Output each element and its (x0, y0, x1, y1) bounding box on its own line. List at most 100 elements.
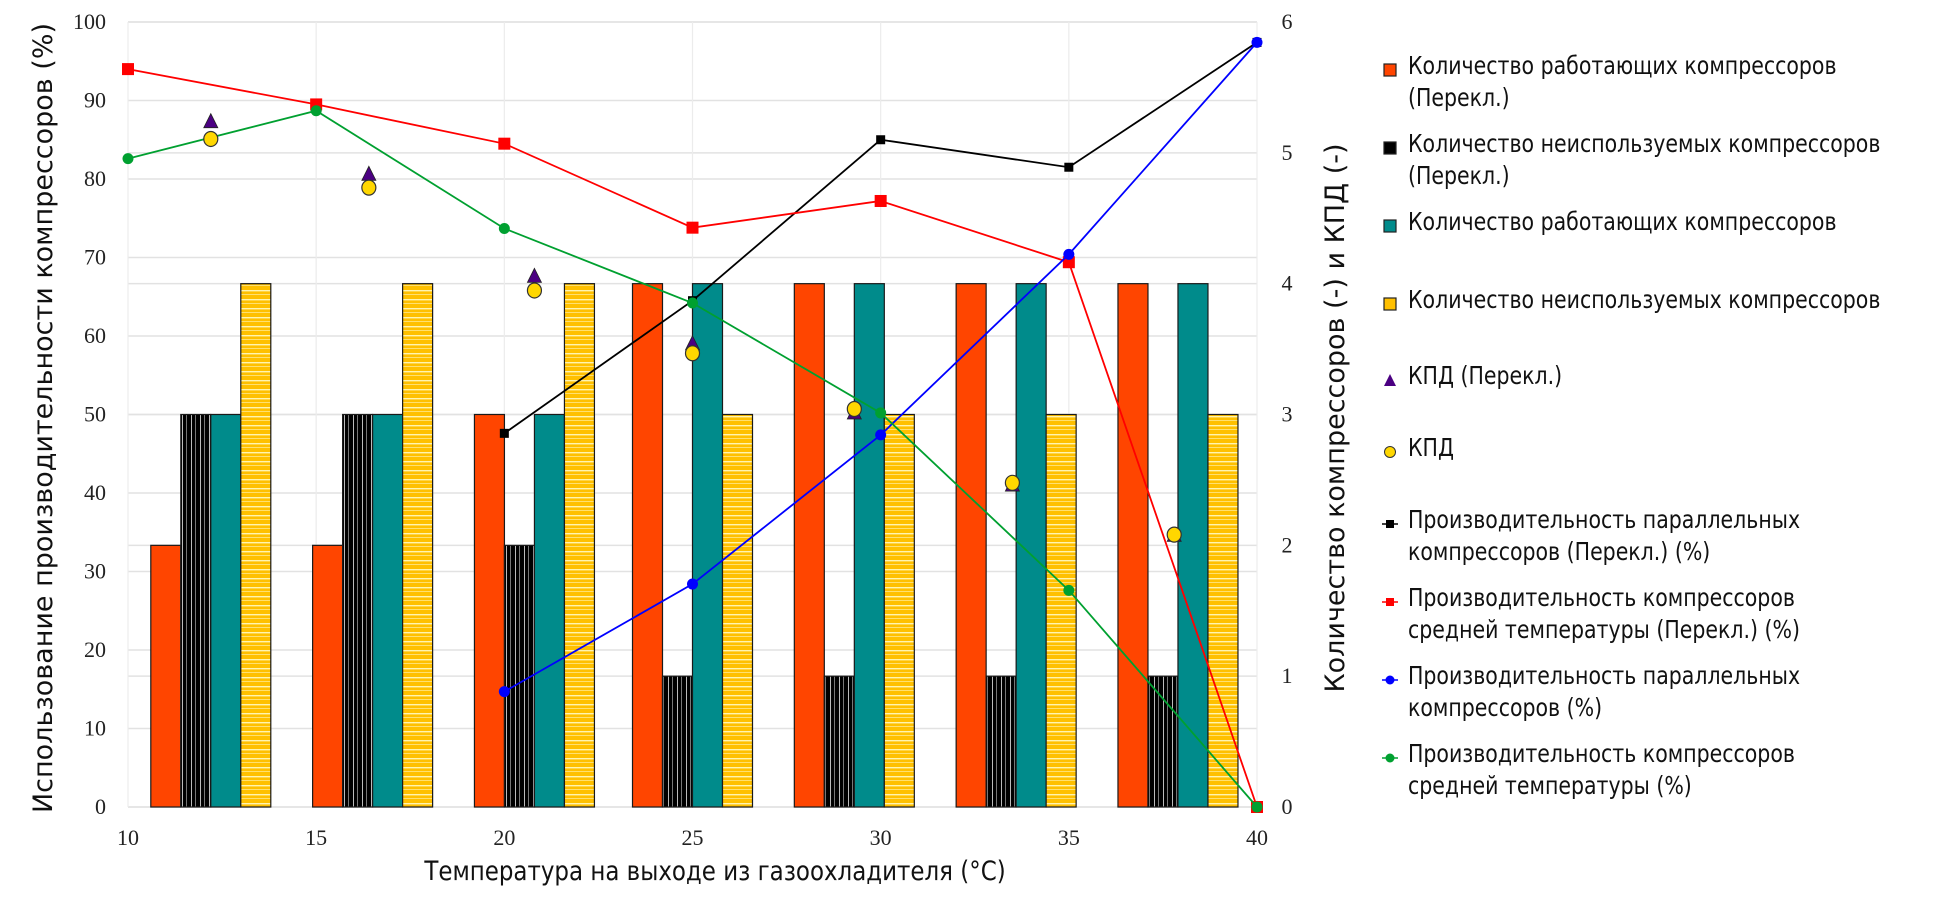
y-left-tick-label: 70 (84, 245, 106, 270)
legend-bar-icon (1382, 218, 1398, 234)
legend-label: Количество неиспользуемых компрессоров (1408, 285, 1881, 314)
legend-label: Производительность компрессоров средней … (1408, 583, 1800, 644)
bar-unused (1045, 413, 1077, 808)
bar-working (691, 283, 724, 808)
legend-bar-icon (1382, 296, 1398, 312)
legend-label: КПД (Перекл.) (1408, 361, 1563, 390)
line-marker-square (874, 194, 887, 207)
bar-unused-switched (985, 675, 1017, 808)
bar-working (533, 413, 566, 808)
x-tick-label: 20 (493, 825, 515, 850)
line-marker-circle (875, 429, 887, 441)
y-left-tick-label: 30 (84, 559, 106, 584)
legend-item: Количество неиспользуемых компрессоров (… (1382, 128, 1944, 192)
bar-working (853, 283, 885, 808)
legend-label: Производительность компрессоров средней … (1408, 739, 1795, 800)
bar-unused (240, 283, 272, 808)
bar-working-switched (793, 283, 825, 808)
x-tick-label: 40 (1246, 825, 1268, 850)
bar-working-switched (150, 544, 182, 808)
bar-unused-switched (180, 413, 212, 808)
kpd-switched-point (361, 165, 377, 181)
bar-unused (402, 283, 434, 808)
kpd-switched-point (203, 112, 219, 129)
tick-labels: 0 10 20 30 40 50 60 70 80 90 100 0 1 2 3 4 5 6 10 15 20 25 30 3… (73, 9, 1293, 850)
y-left-tick-label: 0 (95, 794, 106, 819)
kpd-point (1004, 474, 1020, 491)
x-tick-label: 10 (117, 825, 139, 850)
kpd-point (684, 345, 701, 362)
bar-unused-switched (661, 675, 694, 808)
legend-circle-icon (1382, 444, 1398, 460)
bar-working (372, 413, 404, 808)
bar-unused-switched (503, 544, 536, 808)
line-marker-circle (498, 686, 510, 698)
legend-item: Производительность компрессоров средней … (1382, 582, 1944, 646)
y-right-tick-label: 3 (1282, 402, 1293, 427)
legend-bar-icon (1382, 62, 1398, 78)
line-marker-circle (1251, 36, 1263, 48)
line-marker-circle (687, 578, 698, 590)
lines (122, 36, 1263, 813)
bar-unused-switched (342, 413, 374, 808)
bar-unused-switched (1147, 675, 1179, 808)
line-marker-circle (310, 105, 322, 117)
y-right-tick-label: 4 (1282, 271, 1293, 296)
kpd-point (846, 400, 862, 418)
line-marker-square (1062, 256, 1075, 269)
legend-label: Количество работающих компрессоров (1408, 207, 1837, 236)
y-left-tick-label: 60 (84, 323, 106, 348)
line-marker-circle (498, 222, 510, 234)
line-marker-square (499, 428, 509, 438)
y-left-tick-label: 20 (84, 637, 106, 662)
legend-line-circle-icon (1382, 672, 1398, 688)
line-marker-square (876, 135, 886, 145)
kpd-point (203, 130, 219, 148)
bar-unused-switched (823, 675, 855, 808)
bar-working-switched (473, 413, 506, 808)
y-left-tick-label: 10 (84, 716, 106, 741)
y-right-tick-label: 2 (1282, 532, 1293, 557)
bar-working (1177, 283, 1209, 808)
y-left-tick-label: 40 (84, 480, 106, 505)
legend-label: Производительность параллельных компресс… (1408, 661, 1801, 722)
line-marker-square (498, 137, 511, 150)
y-right-tick-label: 0 (1282, 794, 1293, 819)
kpd-point (526, 282, 543, 299)
legend-line-square-icon (1382, 516, 1398, 532)
line-marker-circle (1251, 801, 1263, 813)
x-tick-label: 30 (870, 825, 892, 850)
bar-unused (563, 283, 596, 808)
bar-working-switched (631, 283, 664, 808)
legend-triangle-icon (1382, 372, 1398, 388)
bar-unused (883, 413, 915, 808)
y-axis-right-title: Количество компрессоров (-) и КПД (-) (1320, 143, 1351, 692)
legend-label: Количество работающих компрессоров (Пере… (1408, 51, 1837, 112)
y-right-tick-label: 6 (1282, 9, 1293, 34)
legend-item: КПД (Перекл.) (1382, 360, 1944, 392)
line-marker-circle (1063, 584, 1075, 596)
line-marker-circle (875, 407, 887, 419)
x-axis-title: Температура на выходе из газоохладителя … (423, 855, 1005, 886)
legend-label: КПД (1408, 433, 1454, 462)
bar-working (210, 413, 242, 808)
legend-label: Производительность параллельных компресс… (1408, 505, 1801, 566)
legend-bar-icon (1382, 140, 1398, 156)
kpd-point (1166, 526, 1182, 543)
legend-item: Количество работающих компрессоров (Пере… (1382, 50, 1944, 114)
y-right-tick-label: 5 (1282, 140, 1293, 165)
line-marker-square (122, 63, 134, 76)
bar-working-switched (1117, 283, 1149, 808)
x-tick-label: 25 (682, 825, 704, 850)
kpd-point (361, 179, 377, 196)
line-marker-circle (1063, 248, 1075, 260)
legend-label: Количество неиспользуемых компрессоров (… (1408, 129, 1881, 190)
legend-item: Производительность параллельных компресс… (1382, 504, 1944, 568)
x-tick-label: 35 (1058, 825, 1080, 850)
legend-item: Производительность компрессоров средней … (1382, 738, 1944, 802)
legend-item: Количество неиспользуемых компрессоров (1382, 284, 1944, 316)
line-marker-square (1064, 162, 1074, 172)
y-left-tick-label: 90 (84, 88, 106, 113)
legend-line-square-icon (1382, 594, 1398, 610)
